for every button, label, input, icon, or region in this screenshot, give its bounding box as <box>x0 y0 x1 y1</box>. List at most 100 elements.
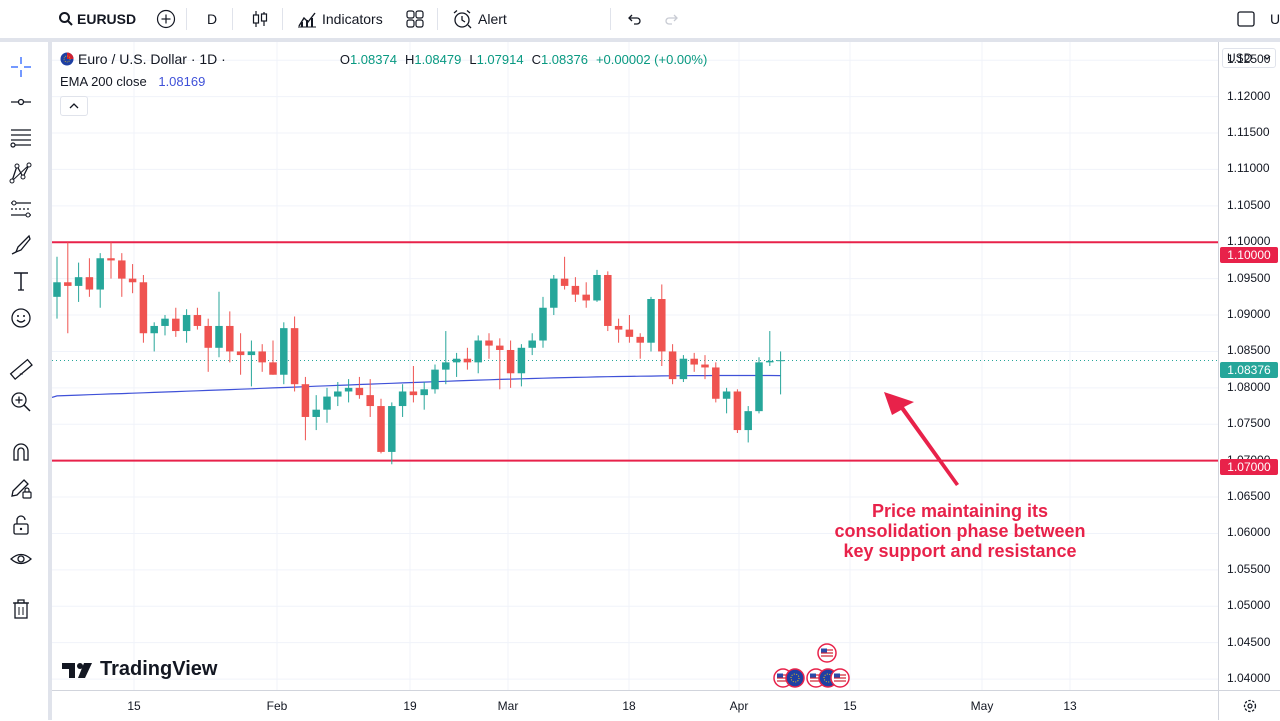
candle-body <box>215 325 223 348</box>
square-icon <box>1237 11 1255 27</box>
time-axis[interactable]: 15 Feb 19 Mar 18 Apr 15 May 13 <box>52 690 1218 721</box>
candles-icon <box>252 11 268 27</box>
lock-drawings-tool[interactable] <box>6 510 36 540</box>
candle <box>204 318 212 372</box>
candle <box>269 340 277 375</box>
candle-body <box>431 369 439 390</box>
price-axis-label: 1.11000 <box>1227 161 1270 176</box>
us-flag-event-icon[interactable] <box>817 643 837 663</box>
alert-label: Alert <box>478 11 507 27</box>
alert-button[interactable]: Alert <box>451 0 507 38</box>
candle-body <box>658 299 666 352</box>
hide-drawings-tool[interactable] <box>6 544 36 574</box>
forecast-tool[interactable] <box>6 194 36 224</box>
candle-body <box>269 362 277 375</box>
candle <box>53 256 61 319</box>
annotation-text[interactable]: Price maintaining its consolidation phas… <box>800 501 1120 561</box>
candle <box>496 338 504 390</box>
price-axis-label: 1.05000 <box>1227 598 1271 613</box>
time-axis-label: Feb <box>266 699 288 713</box>
interval-button[interactable]: D <box>207 11 218 27</box>
brush-icon <box>11 234 31 255</box>
currency-selector[interactable]: USD <box>1222 48 1276 68</box>
chart-pane[interactable] <box>52 42 1218 690</box>
price-axis-label: 1.09000 <box>1227 307 1271 322</box>
time-axis-label: May <box>970 699 994 713</box>
candle-body <box>388 406 396 452</box>
price-chart[interactable] <box>52 42 1218 690</box>
tradingview-logo[interactable]: TradingView <box>62 658 217 681</box>
chart-type-button[interactable] <box>251 0 269 38</box>
ema-label[interactable]: EMA 200 close <box>60 74 147 89</box>
undo-button[interactable] <box>626 0 642 38</box>
price-axis[interactable]: USD 1.12500 1.12000 1.11500 1.11000 1.10500 1… <box>1218 42 1280 690</box>
magnet-tool[interactable] <box>6 437 36 467</box>
top-toolbar: EURUSD D Indicators Alert U <box>0 0 1280 42</box>
pattern-tool[interactable] <box>6 158 36 188</box>
fib-tool[interactable] <box>6 122 36 152</box>
candle-body <box>74 277 83 286</box>
magnet-icon <box>13 443 29 461</box>
emoji-tool[interactable] <box>6 303 36 333</box>
us-flag-event-icon[interactable] <box>830 668 850 688</box>
pattern-icon <box>9 162 32 184</box>
candle-body <box>280 328 288 375</box>
candle <box>64 242 72 334</box>
candle <box>582 282 590 308</box>
axis-settings-button[interactable] <box>1218 690 1280 720</box>
price-axis-label: 1.04000 <box>1227 671 1271 686</box>
annotation-line-3: key support and resistance <box>843 541 1077 561</box>
candle <box>636 333 644 359</box>
fullscreen-button[interactable] <box>1236 0 1256 38</box>
candle <box>74 262 83 302</box>
candle <box>128 264 137 294</box>
text-tool[interactable] <box>6 266 36 296</box>
price-axis-label: 1.06500 <box>1227 489 1271 504</box>
candle-body <box>150 325 158 334</box>
measure-tool[interactable] <box>6 354 36 384</box>
candle-body <box>550 278 558 308</box>
candle <box>463 347 472 370</box>
candle-body <box>64 282 72 286</box>
candle <box>388 402 396 465</box>
collapse-legend-button[interactable] <box>60 96 88 116</box>
eu-flag-event-icon[interactable] <box>785 668 805 688</box>
annotation-arrow <box>884 392 959 486</box>
annotation-line-1: Price maintaining its <box>871 501 1049 521</box>
candle-body <box>409 391 418 396</box>
indicators-button[interactable]: Indicators <box>297 0 383 38</box>
candle-body <box>506 349 515 374</box>
candle-body <box>625 329 634 337</box>
candle <box>668 344 677 385</box>
currency-label: USD <box>1227 51 1253 65</box>
candle <box>593 269 601 302</box>
candle <box>161 315 169 336</box>
tv-logo-icon <box>62 662 92 678</box>
remove-drawings-tool[interactable] <box>6 594 36 624</box>
candle <box>506 340 515 388</box>
candle-body <box>118 260 126 279</box>
trend-line-tool[interactable] <box>6 87 36 117</box>
candle <box>733 389 742 433</box>
compare-symbol-button[interactable] <box>156 0 176 38</box>
candle-body <box>107 258 115 261</box>
zoom-tool[interactable] <box>6 387 36 417</box>
redo-button[interactable] <box>664 0 680 38</box>
ohlc-low-label: L <box>469 51 477 67</box>
candle-body <box>496 345 504 350</box>
symbol-search-button[interactable]: EURUSD <box>58 0 136 38</box>
candle <box>528 333 536 356</box>
candle <box>377 398 385 454</box>
candle <box>139 274 148 343</box>
annotation-line-2: consolidation phase between <box>834 521 1086 541</box>
candle-body <box>636 336 644 343</box>
stay-drawing-tool[interactable] <box>6 474 36 504</box>
symbol-label: EURUSD <box>77 11 137 27</box>
truncated-toolbar-item[interactable]: U <box>1270 11 1280 27</box>
brush-tool[interactable] <box>6 230 36 260</box>
candle <box>722 387 731 414</box>
symbol-description[interactable]: Euro / U.S. Dollar · 1D · <box>78 51 226 67</box>
crosshair-tool[interactable] <box>6 52 36 82</box>
lines-icon <box>10 129 31 148</box>
layouts-button[interactable] <box>405 0 425 38</box>
